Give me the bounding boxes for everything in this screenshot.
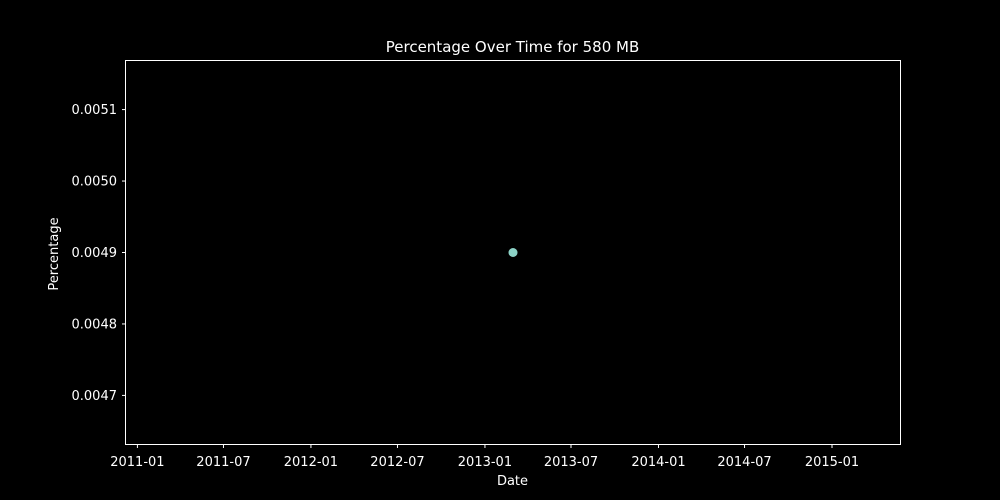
x-tick-label-8: 2015-01 [805, 455, 859, 470]
data-point-0 [508, 248, 518, 257]
x-axis-label: Date [497, 474, 528, 489]
y-axis-label: Percentage [47, 217, 62, 290]
chart-title: Percentage Over Time for 580 MB [386, 38, 640, 56]
x-tick-label-4: 2013-01 [458, 455, 512, 470]
y-tick-label-4: 0.0051 [72, 103, 118, 118]
y-tick-label-3: 0.0050 [72, 175, 118, 190]
y-axis: 0.0047 0.0048 0.0049 0.0050 0.0051 [72, 103, 126, 404]
data-points [508, 248, 518, 257]
x-tick-label-6: 2014-01 [631, 455, 685, 470]
x-tick-label-0: 2011-01 [110, 455, 164, 470]
y-tick-label-1: 0.0048 [72, 317, 118, 332]
y-tick-label-2: 0.0049 [72, 246, 118, 261]
x-tick-label-2: 2012-01 [284, 455, 338, 470]
x-tick-label-1: 2011-07 [196, 455, 250, 470]
x-tick-label-3: 2012-07 [370, 455, 424, 470]
x-tick-label-5: 2013-07 [544, 455, 598, 470]
y-tick-label-0: 0.0047 [72, 389, 118, 404]
x-tick-label-7: 2014-07 [717, 455, 771, 470]
x-axis: 2011-01 2011-07 2012-01 2012-07 2013-01 2013-… [110, 444, 859, 470]
